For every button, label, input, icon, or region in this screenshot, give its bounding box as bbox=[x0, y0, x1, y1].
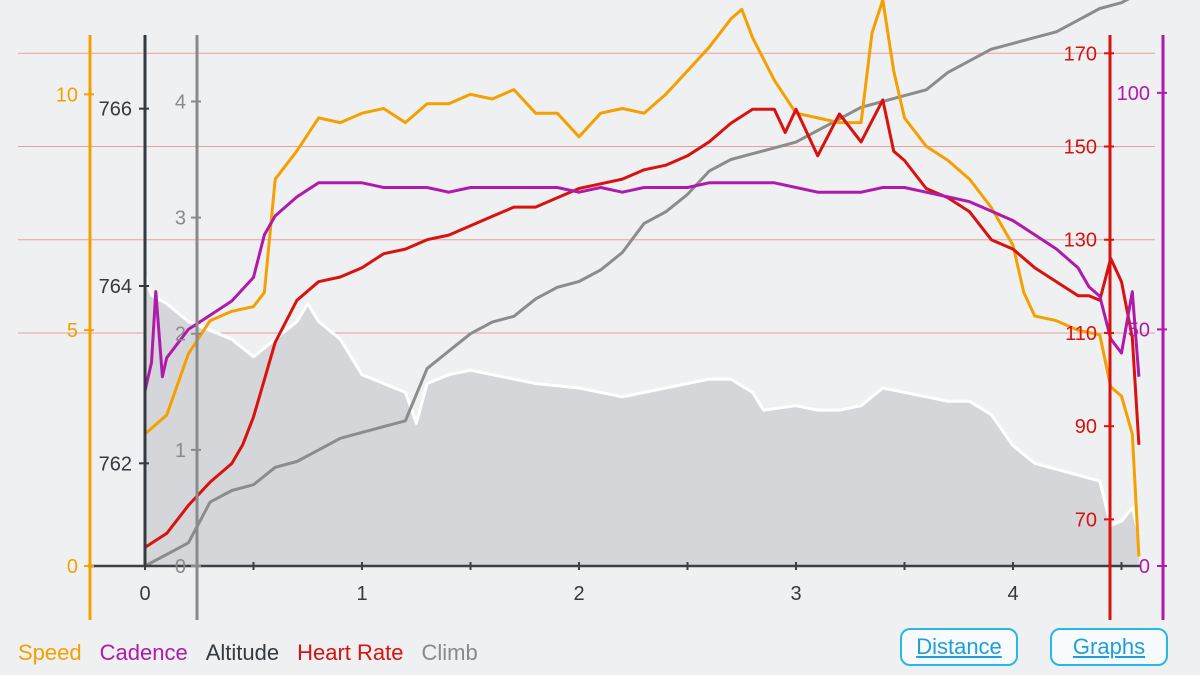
cadence-tick-label: 0 bbox=[1139, 556, 1150, 578]
x-tick-label: 1 bbox=[356, 583, 367, 605]
altitude-tick-label: 762 bbox=[99, 453, 132, 475]
legend-heart-rate: Heart Rate bbox=[297, 640, 404, 665]
altitude-fill bbox=[145, 277, 1139, 566]
speed-tick-label: 5 bbox=[67, 320, 78, 342]
climb-line bbox=[144, 0, 1130, 568]
cadence-line bbox=[143, 181, 1141, 392]
heart-rate-gridlines bbox=[18, 52, 1155, 334]
x-tick-label: 0 bbox=[139, 583, 150, 605]
legend-altitude: Altitude bbox=[205, 640, 280, 665]
speed-tick-label: 10 bbox=[56, 84, 78, 106]
altitude-area bbox=[143, 276, 1141, 566]
legend: Speed Cadence Altitude Heart Rate Climb bbox=[18, 640, 478, 670]
heart-rate-line bbox=[144, 98, 1141, 549]
legend-speed: Speed bbox=[18, 640, 82, 665]
heartrate-tick-label: 130 bbox=[1064, 230, 1097, 252]
heartrate-tick-label: 170 bbox=[1064, 43, 1097, 65]
climb-tick-label: 3 bbox=[175, 208, 186, 230]
x-tick-label: 2 bbox=[573, 583, 584, 605]
heartrate-tick-label: 150 bbox=[1064, 137, 1097, 159]
heartrate-tick-label: 110 bbox=[1065, 323, 1097, 345]
cadence-tick-label: 100 bbox=[1117, 83, 1150, 105]
climb-tick-label: 2 bbox=[175, 324, 186, 346]
legend-cadence: Cadence bbox=[99, 640, 188, 665]
heartrate-tick-label: 90 bbox=[1075, 416, 1097, 438]
speed-line bbox=[144, 0, 1141, 557]
cadence-tick-label: 50 bbox=[1128, 319, 1150, 341]
altitude-line bbox=[143, 276, 1141, 535]
climb-tick-label: 0 bbox=[175, 556, 186, 578]
axes: 0 1 2 3 4 0 5 10 762 764 766 0 1 2 3 4 70 90 110 130 150 170 0… bbox=[56, 35, 1167, 620]
heartrate-tick-label: 70 bbox=[1075, 509, 1097, 531]
graphs-button[interactable]: Graphs bbox=[1050, 628, 1168, 666]
x-tick-label: 3 bbox=[790, 583, 801, 605]
climb-tick-label: 4 bbox=[175, 91, 186, 113]
ride-chart: 0 1 2 3 4 0 5 10 762 764 766 0 1 2 3 4 70 90 110 130 150 170 0… bbox=[18, 0, 1167, 620]
legend-climb: Climb bbox=[421, 640, 478, 665]
x-tick-label: 4 bbox=[1007, 583, 1018, 605]
altitude-tick-label: 766 bbox=[99, 99, 132, 121]
climb-tick-label: 1 bbox=[175, 440, 186, 462]
distance-button[interactable]: Distance bbox=[900, 628, 1018, 666]
speed-tick-label: 0 bbox=[67, 556, 78, 578]
series-lines bbox=[143, 0, 1141, 568]
altitude-tick-label: 764 bbox=[99, 276, 132, 298]
